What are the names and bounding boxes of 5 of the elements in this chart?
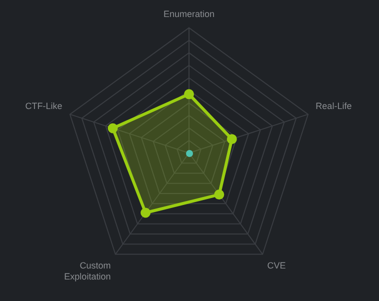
spoke-label: CVE — [267, 260, 286, 271]
spoke-label: Custom Exploitation — [64, 260, 111, 282]
spoke-label: Real-Life — [316, 100, 352, 111]
spoke-label: CTF-Like — [25, 100, 62, 111]
spoke-label: Enumeration — [163, 8, 215, 19]
